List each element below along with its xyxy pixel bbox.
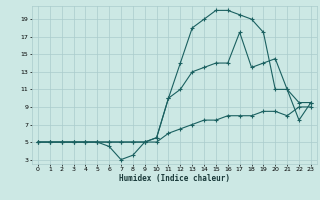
- X-axis label: Humidex (Indice chaleur): Humidex (Indice chaleur): [119, 174, 230, 183]
